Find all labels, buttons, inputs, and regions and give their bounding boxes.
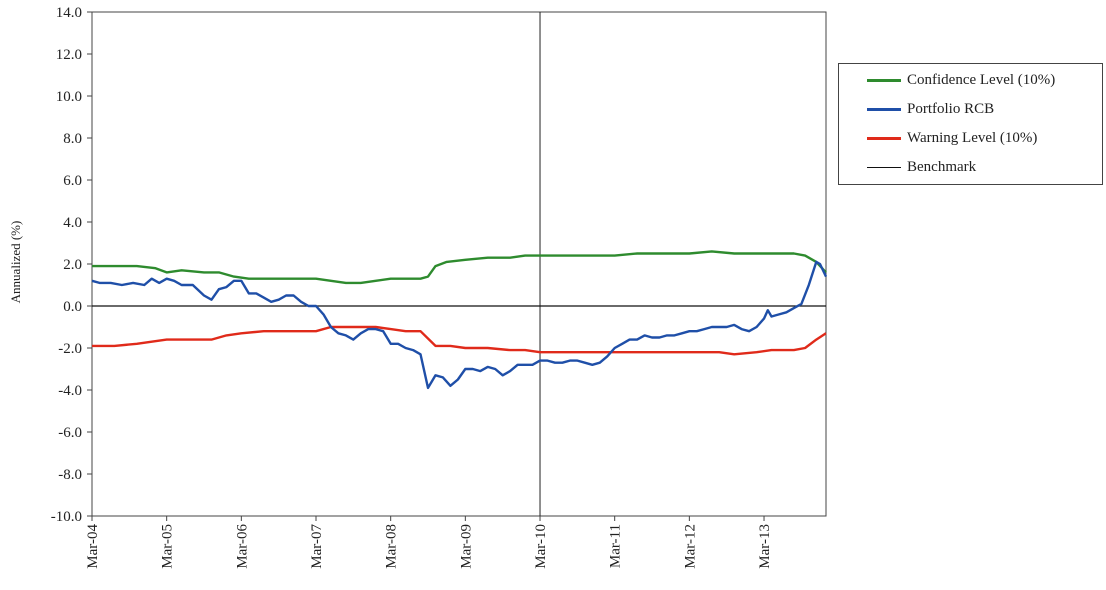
legend-swatch-confidence bbox=[867, 78, 901, 82]
y-axis: 14.0 12.0 10.0 8.0 6.0 4.0 2.0 0.0 -2.0 -4.0 -6.0 -… bbox=[51, 5, 92, 525]
legend: Confidence Level (10%) Portfolio RCB War… bbox=[838, 63, 1103, 185]
x-tick-label: Mar-09 bbox=[458, 524, 474, 569]
x-tick-label: Mar-07 bbox=[309, 524, 325, 569]
y-tick-label: 2.0 bbox=[63, 257, 82, 273]
series-line-confidence-level-10 bbox=[92, 250, 827, 285]
y-tick-label: 14.0 bbox=[56, 5, 82, 21]
y-tick-label: -6.0 bbox=[58, 425, 82, 441]
legend-item-warning-level: Warning Level (10%) bbox=[839, 128, 1037, 148]
series-line-portfolio-rcb bbox=[91, 260, 828, 390]
legend-swatch-benchmark bbox=[867, 166, 901, 168]
legend-item-confidence-level: Confidence Level (10%) bbox=[839, 70, 1055, 90]
plot-border bbox=[91, 11, 827, 517]
legend-label: Confidence Level (10%) bbox=[907, 71, 1056, 88]
legend-swatch-portfolio bbox=[867, 107, 901, 111]
legend-swatch-warning bbox=[867, 136, 901, 140]
y-tick-label: 10.0 bbox=[56, 89, 82, 105]
y-tick-label: -2.0 bbox=[58, 341, 82, 357]
legend-label: Warning Level (10%) bbox=[907, 129, 1038, 146]
y-tick-label: 12.0 bbox=[56, 47, 82, 63]
legend-item-portfolio-rcb: Portfolio RCB bbox=[839, 99, 994, 119]
y-tick-label: 0.0 bbox=[63, 299, 82, 315]
x-tick-label: Mar-05 bbox=[160, 524, 176, 569]
x-tick-label: Mar-08 bbox=[384, 524, 400, 569]
legend-label: Portfolio RCB bbox=[907, 100, 995, 117]
x-axis: Mar-04 Mar-05 Mar-06 Mar-07 Mar-08 Mar-09 Mar-… bbox=[85, 516, 773, 569]
y-tick-label: -4.0 bbox=[58, 383, 82, 399]
y-tick-label: -8.0 bbox=[58, 467, 82, 483]
plot-area bbox=[91, 11, 827, 517]
legend-item-benchmark: Benchmark bbox=[839, 157, 976, 177]
y-axis-label: Annualized (%) bbox=[8, 221, 23, 304]
y-tick-label: 4.0 bbox=[63, 215, 82, 231]
x-tick-label: Mar-11 bbox=[608, 524, 624, 568]
y-tick-label: 8.0 bbox=[63, 131, 82, 147]
x-tick-label: Mar-10 bbox=[533, 524, 549, 569]
x-tick-label: Mar-06 bbox=[234, 524, 250, 569]
legend-label: Benchmark bbox=[907, 158, 977, 175]
series-lines bbox=[91, 250, 828, 390]
series-line-warning-level-10 bbox=[92, 325, 827, 356]
y-tick-label: -10.0 bbox=[51, 509, 82, 525]
x-tick-label: Mar-04 bbox=[85, 524, 101, 569]
x-tick-label: Mar-12 bbox=[682, 524, 698, 569]
x-tick-label: Mar-13 bbox=[757, 524, 773, 569]
y-tick-label: 6.0 bbox=[63, 173, 82, 189]
